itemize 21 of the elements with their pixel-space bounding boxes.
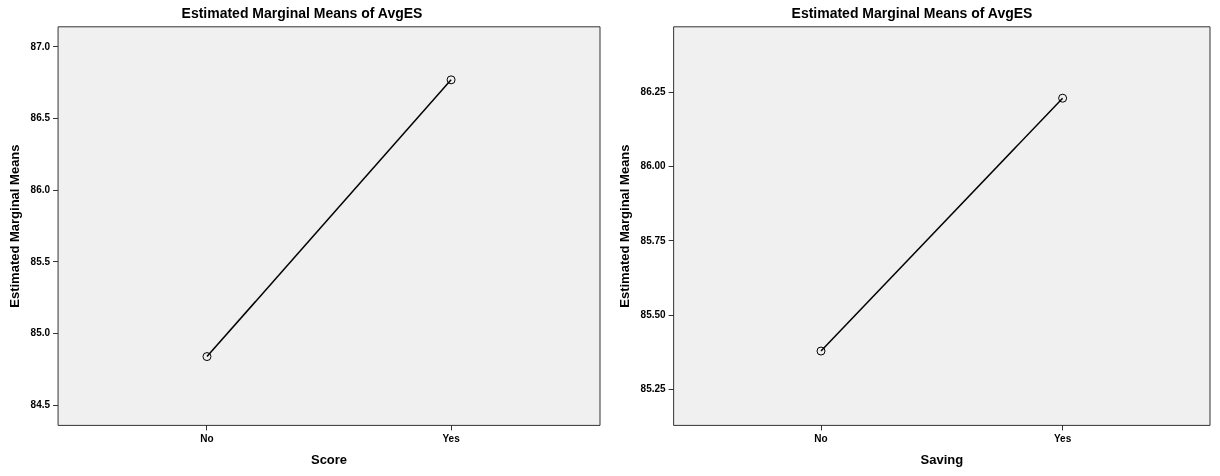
y-tick-label: 86.0 bbox=[30, 184, 51, 195]
y-tick-label: 85.75 bbox=[640, 234, 667, 246]
x-tick-label: No bbox=[814, 433, 828, 445]
y-tick-label: 85.0 bbox=[30, 327, 51, 339]
chart-title: Estimated Marginal Means of AvgES bbox=[791, 5, 1033, 22]
x-axis-title: Saving bbox=[920, 451, 964, 467]
y-tick-label: 86.25 bbox=[640, 85, 667, 97]
y-tick-label: 85.50 bbox=[640, 309, 667, 321]
x-axis-title: Score bbox=[310, 451, 348, 467]
y-tick-label: 85.25 bbox=[640, 383, 667, 395]
y-tick-label: 85.5 bbox=[30, 255, 51, 267]
chart-title: Estimated Marginal Means of AvgES bbox=[181, 5, 423, 22]
y-tick-label: 86.00 bbox=[640, 160, 667, 172]
x-tick-label: Yes bbox=[442, 433, 461, 445]
x-tick-label: No bbox=[200, 433, 214, 445]
y-axis-title: Estimated Marginal Means bbox=[7, 144, 23, 308]
y-axis-title: Estimated Marginal Means bbox=[617, 144, 633, 308]
y-tick-label: 84.5 bbox=[30, 399, 51, 411]
y-tick-label: 86.5 bbox=[30, 112, 51, 124]
y-tick-label: 87.0 bbox=[30, 40, 51, 52]
x-tick-label: Yes bbox=[1053, 433, 1072, 445]
